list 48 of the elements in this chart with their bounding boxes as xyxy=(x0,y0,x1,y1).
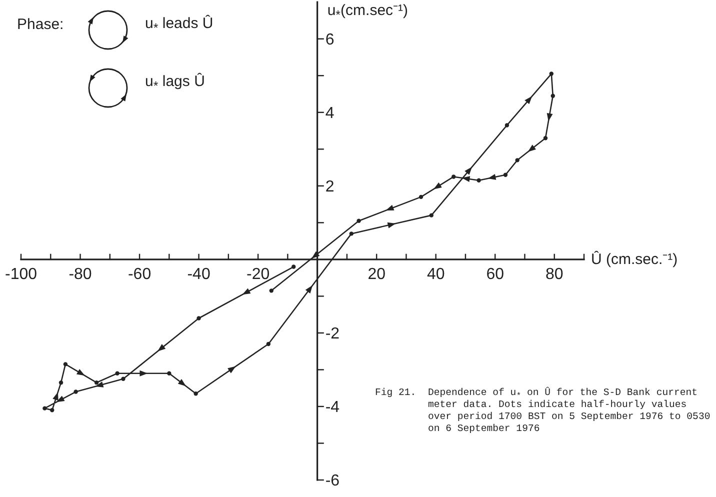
y-tick-label: -6 xyxy=(325,472,340,490)
x-tick-label: 40 xyxy=(426,266,445,283)
point xyxy=(429,213,434,218)
y-tick-label: -2 xyxy=(325,325,340,342)
annotation: Dependence of u$_{*}$ on Û for the S-D Bank current meter data. Dots indicate half-hourly values over period 1700 BST on 5 September 1976 to 0530 on 6 September 1976 xyxy=(428,387,712,435)
point xyxy=(476,178,481,182)
point xyxy=(549,72,554,76)
x-tick-label: -20 xyxy=(246,266,270,283)
point xyxy=(452,174,456,179)
point xyxy=(63,362,68,366)
y-tick-label: -4 xyxy=(325,398,340,416)
point xyxy=(543,136,548,140)
point xyxy=(418,194,424,200)
point xyxy=(503,172,508,177)
y-axis-title: u$_{*}$(cm.sec⁻¹) xyxy=(327,2,408,22)
point xyxy=(50,408,54,412)
x-tick-label: -100 xyxy=(4,266,38,283)
point xyxy=(58,380,64,385)
y-tick-label: 4 xyxy=(325,104,334,122)
x-tick-label: 60 xyxy=(486,266,504,283)
point xyxy=(292,264,296,269)
point xyxy=(349,232,354,236)
point xyxy=(550,94,555,98)
x-tick-label: 80 xyxy=(545,266,564,283)
annotation: Fig 21. xyxy=(375,387,416,399)
point xyxy=(121,376,126,382)
annotation: Phase: xyxy=(17,16,64,33)
x-tick-label: 20 xyxy=(368,266,386,283)
point xyxy=(42,406,47,410)
x-tick-label: -60 xyxy=(128,266,152,283)
point xyxy=(515,158,520,162)
point xyxy=(194,392,198,396)
annotation: u$_{*}$ leads Û xyxy=(145,15,214,35)
point xyxy=(504,123,510,128)
y-tick-label: 6 xyxy=(325,31,334,48)
point xyxy=(74,390,78,394)
y-tick-label: 2 xyxy=(325,178,334,196)
x-tick-label: -80 xyxy=(68,266,92,283)
point xyxy=(266,342,271,346)
point xyxy=(196,316,201,320)
x-tick-label: -40 xyxy=(187,266,210,283)
point xyxy=(167,371,172,376)
point xyxy=(356,218,361,223)
point xyxy=(269,288,274,293)
x-axis-title: Û (cm.sec.⁻¹) xyxy=(591,250,678,268)
annotation: u$_{*}$ lags Û xyxy=(145,73,205,93)
point xyxy=(94,380,99,385)
point xyxy=(115,371,120,376)
